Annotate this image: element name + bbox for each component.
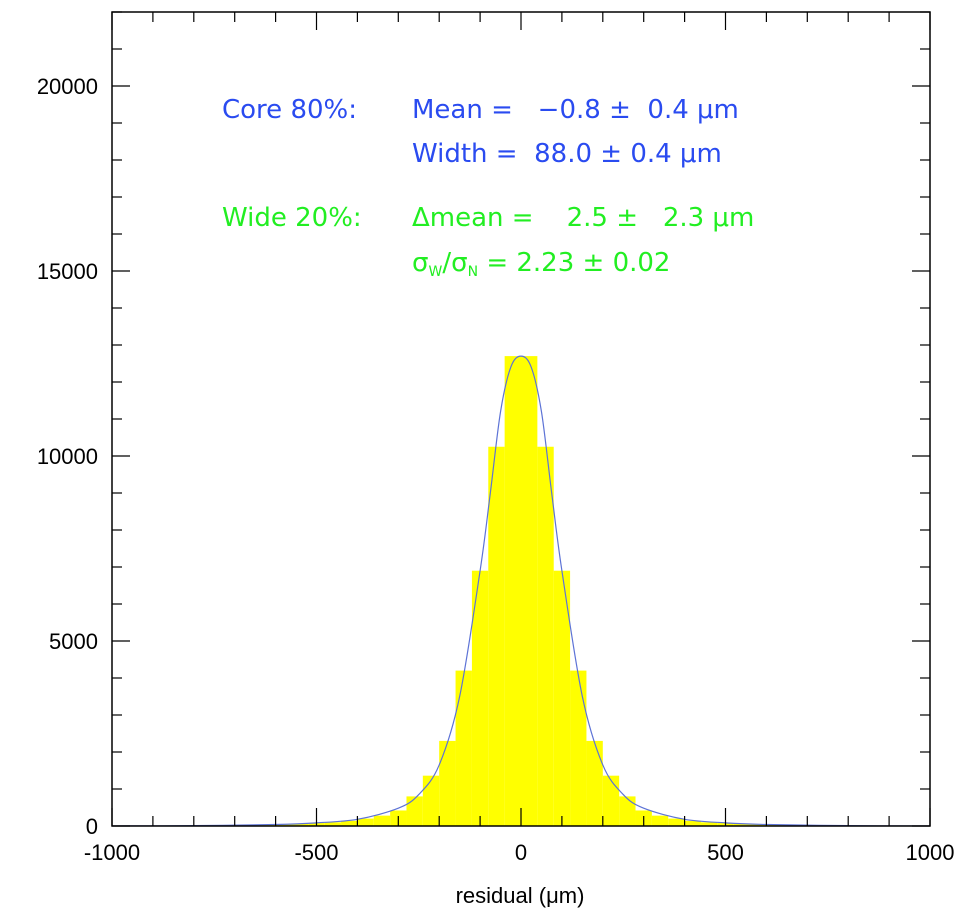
histogram-bar xyxy=(521,356,538,826)
x-tick-label: -500 xyxy=(294,840,338,865)
fit-curve xyxy=(111,355,931,827)
histogram-bar xyxy=(602,775,620,826)
core-mean: Mean = −0.8 ± 0.4 μm xyxy=(412,95,739,125)
sigma-w-subscript: W xyxy=(428,264,442,280)
fit-annotations: Core 80%: Mean = −0.8 ± 0.4 μm Width = 8… xyxy=(222,95,754,280)
x-tick-label: -1000 xyxy=(84,840,140,865)
wide-sigma-ratio: σW/σN = 2.23 ± 0.02 xyxy=(412,248,670,280)
histogram-bar xyxy=(700,822,718,826)
axis-ticks xyxy=(111,11,931,827)
histogram-bar xyxy=(553,570,571,826)
histogram-bar xyxy=(504,356,521,826)
histogram-bar xyxy=(750,824,767,826)
histogram-bar xyxy=(537,446,554,826)
y-tick-label: 0 xyxy=(86,814,98,839)
histogram-bars xyxy=(242,356,816,826)
histogram-bar xyxy=(324,822,342,826)
histogram-bar xyxy=(357,818,374,826)
x-tick-label: 500 xyxy=(707,840,744,865)
core-label: Core 80%: xyxy=(222,95,357,125)
histogram-bar xyxy=(455,670,472,826)
histogram-bar xyxy=(668,818,685,826)
sigma-n-symbol: σ xyxy=(451,248,467,278)
sigma-w-symbol: σ xyxy=(412,248,428,278)
wide-label: Wide 20%: xyxy=(222,203,362,233)
histogram-bar xyxy=(570,670,587,826)
sigma-slash: / xyxy=(442,248,451,278)
histogram-bar xyxy=(586,740,603,826)
histogram-bar xyxy=(733,823,751,826)
x-axis-title: residual (μm) xyxy=(456,883,585,908)
histogram-bar xyxy=(341,820,358,826)
histogram-bar xyxy=(439,740,456,826)
y-tick-label: 5000 xyxy=(49,629,98,654)
core-width: Width = 88.0 ± 0.4 μm xyxy=(412,139,722,169)
x-tick-label: 1000 xyxy=(906,840,955,865)
histogram-bar xyxy=(291,823,309,826)
histogram-bar xyxy=(406,796,423,826)
histogram-bar xyxy=(373,815,391,826)
sigma-ratio-value: = 2.23 ± 0.02 xyxy=(478,248,670,278)
histogram-bar xyxy=(651,815,669,826)
sigma-n-subscript: N xyxy=(468,264,478,280)
histogram-bar xyxy=(275,824,292,826)
histogram-bar xyxy=(471,570,489,826)
wide-delta-mean: Δmean = 2.5 ± 2.3 μm xyxy=(412,203,754,233)
histogram-bar xyxy=(619,796,636,826)
y-tick-label: 20000 xyxy=(37,74,98,99)
histogram-bar xyxy=(684,820,701,826)
histogram-bar xyxy=(488,446,505,826)
histogram-bar xyxy=(422,775,440,826)
y-tick-label: 15000 xyxy=(37,259,98,284)
x-tick-label: 0 xyxy=(515,840,527,865)
y-tick-label: 10000 xyxy=(37,444,98,469)
